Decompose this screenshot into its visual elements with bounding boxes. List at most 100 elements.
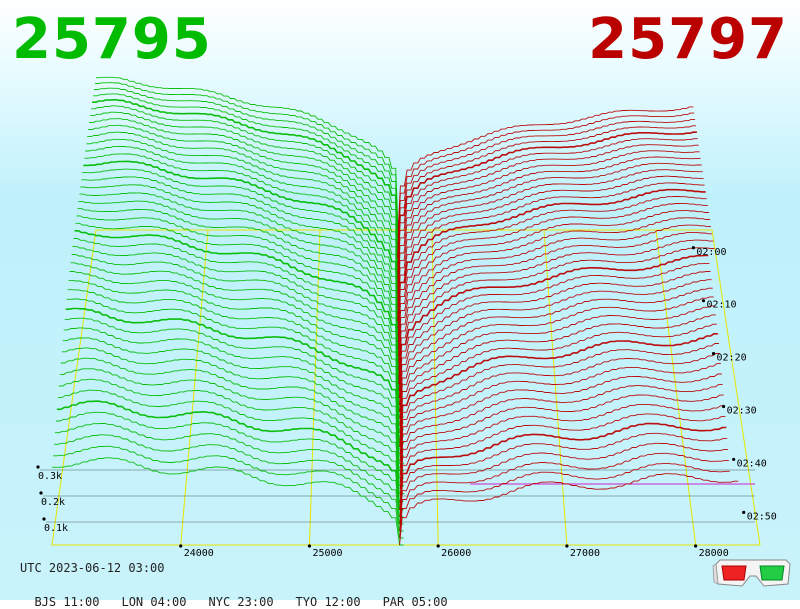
ask-depth-line [399, 452, 729, 532]
city-times: BJS 11:00 LON 04:00 NYC 23:00 TYO 12:00 PAR … [20, 581, 470, 609]
price-tick-label: 25000 [312, 548, 342, 559]
time-tick-mark [732, 457, 736, 462]
bid-depth-line [64, 317, 405, 455]
bid-depth-line [83, 160, 399, 322]
ask-depth-line [399, 314, 716, 434]
ask-depth-line [397, 156, 701, 287]
time-tick-label: 02:40 [737, 458, 767, 469]
price-tick-label: 28000 [699, 548, 729, 559]
ask-depth-line [399, 413, 726, 504]
price-tick-mark [307, 544, 312, 548]
price-grid-line [655, 229, 697, 546]
time-tick-label: 02:00 [696, 247, 726, 258]
ask-depth-line [397, 203, 708, 336]
city-time-nyc: NYC 23:00 [208, 595, 274, 609]
bid-depth-line [82, 168, 399, 329]
price-tick-mark [436, 544, 440, 548]
ask-depth-line [399, 353, 720, 462]
bid-depth-line [94, 87, 399, 245]
bid-depth-series [52, 76, 405, 546]
bid-depth-line [54, 423, 404, 525]
price-grid-line [180, 229, 209, 546]
ask-depth-line [397, 169, 703, 301]
ask-depth-line [397, 182, 705, 315]
city-time-lon: LON 04:00 [121, 595, 187, 609]
bid-depth-line [77, 208, 400, 364]
ask-depth-line [397, 162, 702, 294]
bid-depth-line [55, 411, 404, 518]
ask-depth-line [399, 383, 723, 483]
price-tick-label: 26000 [441, 548, 471, 559]
bid-depth-line [95, 82, 399, 238]
time-tick-label: 02:50 [747, 511, 777, 522]
bid-depth-line [65, 307, 405, 448]
ask-depth-line [399, 305, 715, 427]
ask-depth-line [399, 403, 725, 497]
bid-depth-line [71, 254, 404, 406]
ask-depth-line [399, 473, 739, 546]
time-tick-label: 02:10 [706, 300, 736, 311]
utc-time: UTC 2023-06-12 03:00 [20, 561, 165, 575]
ask-depth-line [399, 332, 718, 448]
bid-depth-line [60, 357, 405, 483]
bid-depth-line [79, 192, 399, 350]
ask-depth-line [397, 106, 694, 231]
city-time-par: PAR 05:00 [382, 595, 448, 609]
ask-depth-line [399, 432, 728, 518]
price-tick-mark [565, 544, 569, 548]
depth-chart-3d: 24000 25000 26000 27000 28000 02:00 02:10 02:20… [36, 76, 777, 559]
volume-tick-label: 0.3k [38, 471, 62, 482]
volume-tick-mark [39, 491, 43, 495]
3d-glasses-icon[interactable] [712, 558, 794, 592]
bid-depth-line [56, 400, 404, 511]
bid-depth-line [89, 118, 399, 280]
bid-depth-line [92, 99, 399, 259]
time-tick-label: 02:30 [727, 406, 757, 417]
time-tick-label: 02:20 [717, 353, 747, 364]
volume-tick-label: 0.2k [41, 497, 65, 508]
ask-depth-line [398, 262, 710, 392]
ask-depth-line [399, 279, 712, 406]
ask-depth-series [397, 106, 739, 546]
bid-depth-line [62, 337, 405, 469]
ask-depth-line [399, 343, 719, 455]
price-tick-mark [694, 544, 698, 548]
ask-depth-line [397, 196, 707, 329]
bid-depth-line [53, 445, 404, 539]
bid-depth-line [80, 184, 399, 343]
axis-labels: 24000 25000 26000 27000 28000 02:00 02:10 02:20… [36, 246, 777, 559]
ask-depth-line [399, 373, 722, 476]
price-tick-mark [179, 544, 183, 548]
time-tick-mark [721, 404, 726, 409]
bid-depth-line [85, 146, 399, 308]
bid-depth-line [72, 245, 403, 399]
ask-depth-line [399, 287, 713, 413]
bid-depth-line [75, 222, 400, 378]
bid-depth-line [57, 389, 404, 504]
bid-depth-line [87, 131, 399, 294]
city-time-bjs: BJS 11:00 [34, 595, 100, 609]
bid-depth-line [76, 215, 400, 371]
price-grid-line [543, 229, 568, 546]
floor-outline [51, 229, 761, 546]
ask-depth-line [398, 239, 714, 371]
bid-depth-line [90, 111, 399, 273]
bid-price: 25795 [12, 7, 212, 72]
bid-depth-line [70, 262, 404, 413]
time-tick-mark [691, 246, 696, 250]
bid-depth-line [84, 153, 399, 315]
bid-depth-line [86, 138, 399, 301]
bid-depth-line [78, 200, 399, 357]
ask-depth-line [397, 188, 706, 322]
bid-depth-line [81, 176, 399, 336]
bid-depth-line [63, 327, 405, 462]
ask-depth-line [397, 224, 711, 357]
ask-depth-line [397, 217, 710, 350]
ask-depth-line [399, 363, 721, 469]
ask-depth-line [398, 254, 709, 385]
bid-depth-line [93, 93, 399, 252]
bid-depth-line [66, 298, 405, 441]
ask-depth-line [397, 125, 696, 252]
ask-depth-line [399, 323, 717, 441]
ask-depth-line [397, 131, 697, 259]
